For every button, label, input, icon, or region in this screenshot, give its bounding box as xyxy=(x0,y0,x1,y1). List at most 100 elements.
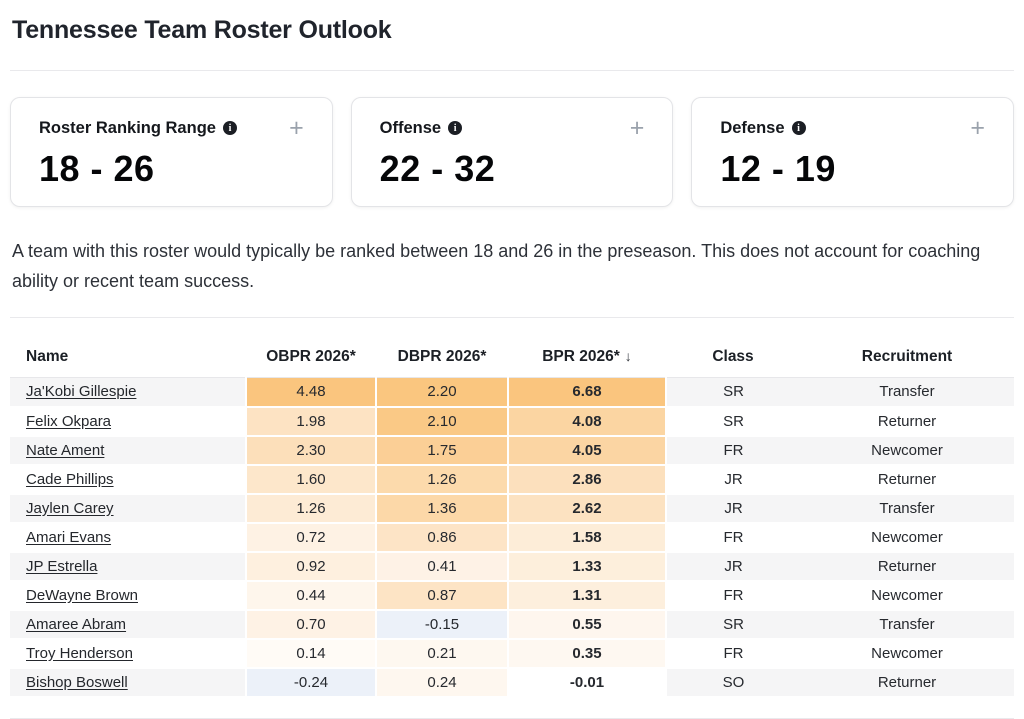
column-header-obpr[interactable]: OBPR 2026* xyxy=(246,342,376,378)
info-icon[interactable]: i xyxy=(222,121,237,135)
recruitment-cell: Newcomer xyxy=(800,580,1014,611)
bpr-value-cell: 4.08 xyxy=(507,406,667,437)
obpr-value-cell: 1.26 xyxy=(245,493,377,524)
player-link[interactable]: Amari Evans xyxy=(26,528,112,546)
expand-button[interactable]: + xyxy=(289,114,304,142)
card-label: Roster Ranking Range xyxy=(39,118,216,137)
dbpr-value-cell: 0.41 xyxy=(375,551,509,582)
player-name-cell: Jaylen Carey xyxy=(10,493,246,524)
bpr-value-cell: 2.62 xyxy=(507,493,667,524)
class-cell: SR xyxy=(666,609,800,640)
class-cell: FR xyxy=(666,522,800,553)
header-divider xyxy=(10,70,1014,71)
card-defense: Defense i + 12 - 19 xyxy=(691,97,1015,207)
player-name-cell: Felix Okpara xyxy=(10,406,246,437)
card-offense: Offense i + 22 - 32 xyxy=(350,97,674,207)
sort-descending-icon: ↓ xyxy=(624,348,632,364)
player-name-cell: DeWayne Brown xyxy=(10,580,246,611)
dbpr-value-cell: 2.10 xyxy=(375,406,509,437)
class-cell: FR xyxy=(666,638,800,669)
table-header-row: Name OBPR 2026* DBPR 2026* BPR 2026* ↓ Cl… xyxy=(10,342,1014,378)
recruitment-cell: Transfer xyxy=(800,609,1014,640)
table-row: Cade Phillips 1.60 1.26 2.86 JR Returner xyxy=(10,464,1014,495)
player-link[interactable]: Jaylen Carey xyxy=(26,499,114,517)
dbpr-value-cell: 0.86 xyxy=(375,522,509,553)
class-cell: SR xyxy=(666,377,800,408)
bpr-value-cell: 2.86 xyxy=(507,464,667,495)
roster-table: Name OBPR 2026* DBPR 2026* BPR 2026* ↓ Cl… xyxy=(10,342,1014,698)
player-name-cell: Cade Phillips xyxy=(10,464,246,495)
card-header: Offense i + xyxy=(379,114,647,142)
obpr-value-cell: 0.92 xyxy=(245,551,377,582)
column-header-class[interactable]: Class xyxy=(666,342,800,378)
table-row: Jaylen Carey 1.26 1.36 2.62 JR Transfer xyxy=(10,493,1014,524)
card-label: Offense xyxy=(379,118,442,137)
table-row: Troy Henderson 0.14 0.21 0.35 FR Newcomer xyxy=(10,638,1014,669)
bpr-value-cell: 4.05 xyxy=(507,435,667,466)
obpr-value-cell: 0.14 xyxy=(245,638,377,669)
obpr-value-cell: 1.98 xyxy=(245,406,377,437)
page-title: Tennessee Team Roster Outlook xyxy=(12,16,392,44)
table-row: Ja'Kobi Gillespie 4.48 2.20 6.68 SR Transfer xyxy=(10,377,1014,408)
bpr-value-cell: 1.33 xyxy=(507,551,667,582)
info-icon[interactable]: i xyxy=(448,121,463,135)
dbpr-value-cell: 0.87 xyxy=(375,580,509,611)
player-link[interactable]: Bishop Boswell xyxy=(26,673,128,691)
table-row: Amaree Abram 0.70 -0.15 0.55 SR Transfer xyxy=(10,609,1014,640)
player-link[interactable]: Troy Henderson xyxy=(26,644,133,662)
dbpr-value-cell: 0.24 xyxy=(375,667,509,698)
player-name-cell: Amaree Abram xyxy=(10,609,246,640)
roster-summary-text: A team with this roster would typically … xyxy=(12,241,981,291)
column-header-name[interactable]: Name xyxy=(10,342,246,378)
dbpr-value-cell: -0.15 xyxy=(375,609,509,640)
class-cell: SO xyxy=(666,667,800,698)
column-header-recruitment[interactable]: Recruitment xyxy=(800,342,1014,378)
recruitment-cell: Newcomer xyxy=(800,435,1014,466)
player-link[interactable]: Cade Phillips xyxy=(26,470,114,488)
info-icon[interactable]: i xyxy=(791,121,806,135)
dbpr-value-cell: 1.26 xyxy=(375,464,509,495)
roster-table-body: Ja'Kobi Gillespie 4.48 2.20 6.68 SR Transfer F… xyxy=(10,377,1014,698)
bpr-value-cell: 0.35 xyxy=(507,638,667,669)
class-cell: FR xyxy=(666,580,800,611)
player-name-cell: JP Estrella xyxy=(10,551,246,582)
class-cell: SR xyxy=(666,406,800,437)
dbpr-value-cell: 0.21 xyxy=(375,638,509,669)
bpr-value-cell: 1.58 xyxy=(507,522,667,553)
bpr-value-cell: -0.01 xyxy=(507,667,667,698)
expand-button[interactable]: + xyxy=(629,114,645,142)
recruitment-cell: Returner xyxy=(800,551,1014,582)
recruitment-cell: Returner xyxy=(800,406,1014,437)
recruitment-cell: Returner xyxy=(800,667,1014,698)
player-link[interactable]: Ja'Kobi Gillespie xyxy=(26,383,137,401)
dbpr-value-cell: 1.75 xyxy=(375,435,509,466)
summary-cards-row: Roster Ranking Range i + 18 - 26 Offense… xyxy=(10,97,1015,207)
table-row: Nate Ament 2.30 1.75 4.05 FR Newcomer xyxy=(10,435,1014,466)
obpr-value-cell: 0.44 xyxy=(245,580,377,611)
card-header: Defense i + xyxy=(720,114,987,142)
class-cell: JR xyxy=(666,464,800,495)
column-header-dbpr[interactable]: DBPR 2026* xyxy=(376,342,508,378)
player-link[interactable]: Nate Ament xyxy=(26,441,105,459)
obpr-value-cell: 0.72 xyxy=(245,522,377,553)
player-link[interactable]: Felix Okpara xyxy=(26,412,112,430)
obpr-value-cell: 1.60 xyxy=(245,464,377,495)
obpr-value-cell: -0.24 xyxy=(245,667,377,698)
dbpr-value-cell: 2.20 xyxy=(375,377,509,408)
class-cell: JR xyxy=(666,551,800,582)
dbpr-value-cell: 1.36 xyxy=(375,493,509,524)
expand-button[interactable]: + xyxy=(970,114,986,142)
recruitment-cell: Transfer xyxy=(800,377,1014,408)
column-header-bpr[interactable]: BPR 2026* ↓ xyxy=(508,342,666,378)
card-value: 12 - 19 xyxy=(720,148,836,189)
player-link[interactable]: Amaree Abram xyxy=(26,615,127,633)
player-link[interactable]: JP Estrella xyxy=(26,557,98,575)
player-link[interactable]: DeWayne Brown xyxy=(26,586,138,604)
bpr-value-cell: 6.68 xyxy=(507,377,667,408)
card-value: 22 - 32 xyxy=(379,148,496,189)
player-name-cell: Amari Evans xyxy=(10,522,246,553)
card-roster-ranking-range: Roster Ranking Range i + 18 - 26 xyxy=(10,97,333,207)
player-name-cell: Ja'Kobi Gillespie xyxy=(10,377,246,408)
table-row: Felix Okpara 1.98 2.10 4.08 SR Returner xyxy=(10,406,1014,437)
